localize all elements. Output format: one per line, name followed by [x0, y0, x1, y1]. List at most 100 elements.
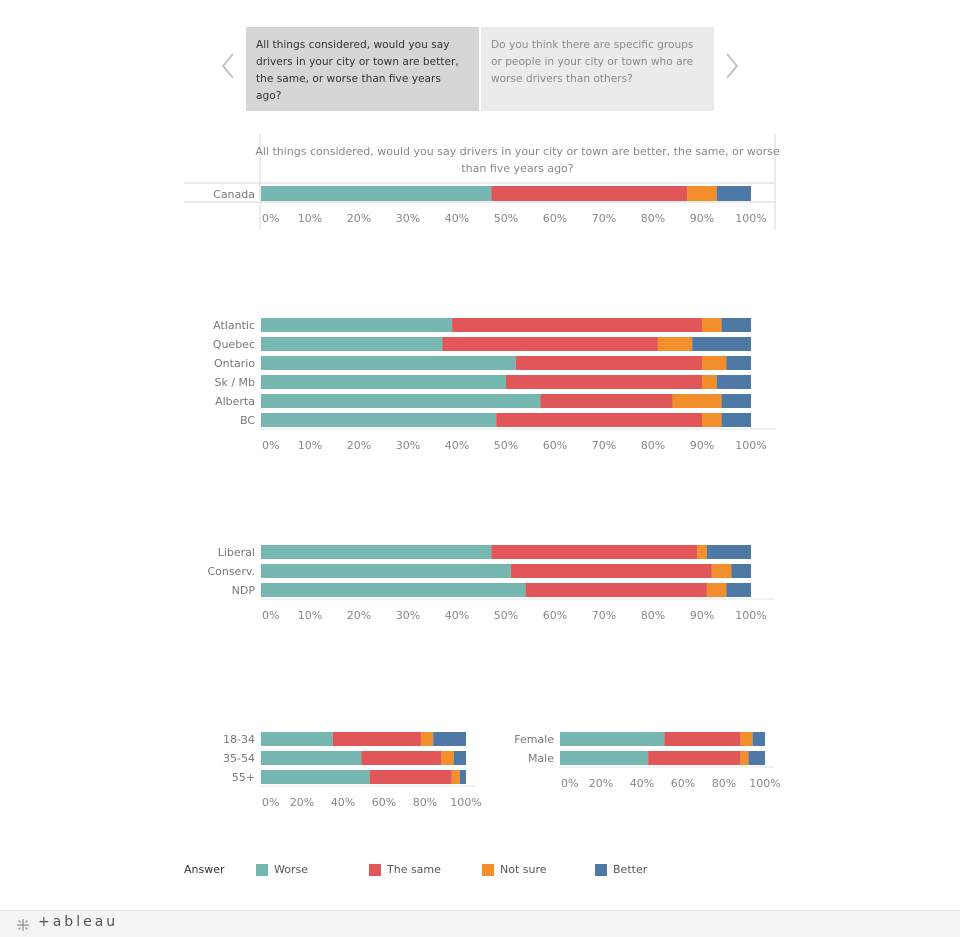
- legend-label-not-sure: Not sure: [500, 863, 547, 876]
- bar-segment-worse: [261, 186, 492, 201]
- bar-segment-worse: [261, 375, 506, 389]
- category-label: 18-34: [223, 733, 255, 746]
- x-tick-label: 50%: [494, 212, 518, 225]
- legend-label-the-same: The same: [387, 863, 441, 876]
- x-tick-label: 80%: [641, 212, 665, 225]
- x-tick-label: 100%: [749, 777, 780, 790]
- story-point-drivers-changed[interactable]: All things considered, would you say dri…: [246, 27, 479, 111]
- category-label: NDP: [232, 584, 256, 597]
- bar-segment-worse: [261, 770, 370, 784]
- legend-title: Answer: [184, 863, 225, 876]
- bar-segment-better: [748, 751, 765, 765]
- next-arrow-icon[interactable]: [724, 50, 740, 86]
- bar-segment-the-same: [361, 751, 442, 765]
- x-tick-label: 20%: [290, 796, 314, 809]
- story-point-worse-driver-groups[interactable]: Do you think there are specific groups o…: [481, 27, 714, 111]
- x-tick-label: 0%: [262, 212, 279, 225]
- bar-segment-better: [721, 318, 751, 332]
- x-tick-label: 40%: [331, 796, 355, 809]
- bar-segment-not-sure: [740, 751, 749, 765]
- bar-segment-not-sure: [702, 375, 717, 389]
- charts-canvas: All things considered, would you say dri…: [184, 134, 781, 809]
- x-tick-label: 90%: [690, 212, 714, 225]
- category-label: Conserv.: [207, 565, 255, 578]
- bar-segment-the-same: [664, 732, 741, 746]
- x-tick-label: 70%: [592, 212, 616, 225]
- x-tick-label: 10%: [298, 212, 322, 225]
- category-label: Male: [528, 752, 554, 765]
- category-label: Liberal: [218, 546, 255, 559]
- tableau-brand-text[interactable]: +ableau: [38, 914, 119, 930]
- bar-segment-better: [716, 375, 751, 389]
- bar-segment-the-same: [452, 318, 702, 332]
- x-tick-label: 50%: [494, 609, 518, 622]
- x-tick-label: 40%: [445, 609, 469, 622]
- bar-segment-worse: [261, 318, 453, 332]
- previous-arrow-icon[interactable]: [220, 50, 236, 86]
- bar-segment-not-sure: [702, 356, 727, 370]
- x-tick-label: 10%: [298, 609, 322, 622]
- bar-segment-the-same: [648, 751, 741, 765]
- bar-segment-better: [752, 732, 765, 746]
- tableau-logo-icon[interactable]: [15, 917, 31, 937]
- x-tick-label: 40%: [630, 777, 654, 790]
- x-tick-label: 30%: [396, 212, 420, 225]
- bar-segment-the-same: [332, 732, 421, 746]
- bar-segment-not-sure: [702, 413, 722, 427]
- bar-segment-better: [731, 564, 751, 578]
- x-tick-label: 10%: [298, 439, 322, 452]
- bar-segment-worse: [261, 751, 362, 765]
- category-label: Female: [514, 733, 554, 746]
- x-tick-label: 30%: [396, 439, 420, 452]
- bar-segment-not-sure: [441, 751, 454, 765]
- x-tick-label: 60%: [671, 777, 695, 790]
- bar-segment-the-same: [369, 770, 452, 784]
- bar-segment-the-same: [506, 375, 702, 389]
- bar-segment-better: [706, 545, 751, 559]
- category-label: Sk / Mb: [214, 376, 255, 389]
- bar-segment-worse: [261, 394, 541, 408]
- category-label: Ontario: [214, 357, 255, 370]
- category-label: BC: [240, 414, 255, 427]
- bar-segment-the-same: [491, 545, 698, 559]
- bar-segment-the-same: [442, 337, 658, 351]
- legend-label-worse: Worse: [274, 863, 308, 876]
- bar-segment-better: [726, 583, 751, 597]
- x-tick-label: 80%: [641, 439, 665, 452]
- category-label: Quebec: [213, 338, 255, 351]
- x-tick-label: 90%: [690, 439, 714, 452]
- bar-segment-the-same: [525, 583, 707, 597]
- x-tick-label: 100%: [450, 796, 481, 809]
- x-tick-label: 30%: [396, 609, 420, 622]
- x-tick-label: 100%: [735, 439, 766, 452]
- x-tick-label: 70%: [592, 609, 616, 622]
- legend-swatch-not-sure: [482, 864, 494, 876]
- bar-segment-not-sure: [687, 186, 717, 201]
- x-tick-label: 0%: [262, 609, 279, 622]
- x-tick-label: 100%: [735, 212, 766, 225]
- bar-segment-worse: [560, 732, 665, 746]
- x-tick-label: 80%: [641, 609, 665, 622]
- bar-segment-not-sure: [672, 394, 722, 408]
- bar-segment-worse: [261, 564, 511, 578]
- bar-segment-better: [692, 337, 751, 351]
- bar-segment-better: [459, 770, 466, 784]
- x-tick-label: 0%: [561, 777, 578, 790]
- x-tick-label: 60%: [543, 609, 567, 622]
- bar-segment-the-same: [510, 564, 712, 578]
- x-tick-label: 0%: [262, 439, 279, 452]
- footer-bar: +ableau: [0, 910, 960, 937]
- x-tick-label: 70%: [592, 439, 616, 452]
- bar-segment-better: [716, 186, 751, 201]
- chart-title-line: All things considered, would you say dri…: [255, 145, 780, 158]
- bar-segment-not-sure: [702, 318, 722, 332]
- legend-swatch-worse: [256, 864, 268, 876]
- x-tick-label: 80%: [413, 796, 437, 809]
- category-label: 35-54: [223, 752, 255, 765]
- bar-segment-not-sure: [706, 583, 727, 597]
- x-tick-label: 60%: [543, 212, 567, 225]
- category-label: 55+: [232, 771, 255, 784]
- bar-segment-better: [453, 751, 466, 765]
- bar-segment-worse: [261, 583, 526, 597]
- bar-segment-worse: [261, 732, 333, 746]
